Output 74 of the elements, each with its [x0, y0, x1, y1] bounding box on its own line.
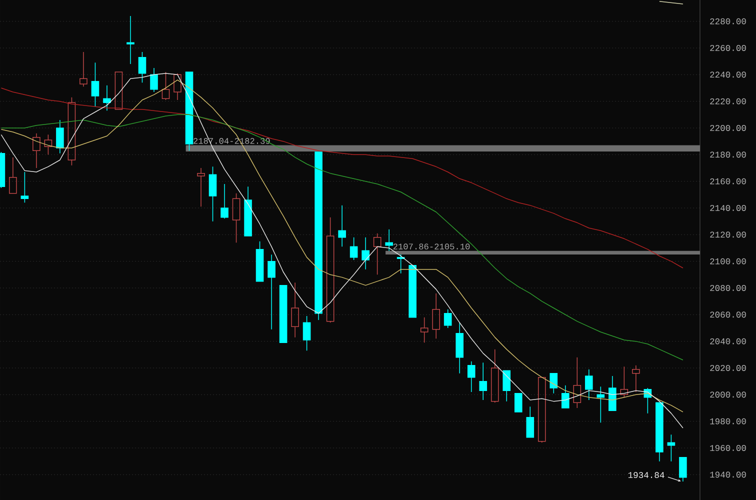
- candlestick: [608, 376, 616, 412]
- y-tick-label: 2140.00: [710, 205, 746, 211]
- candlestick: [573, 356, 582, 408]
- candlestick: [302, 316, 311, 352]
- candlestick: [80, 52, 88, 88]
- candlestick: [479, 362, 488, 400]
- candlestick: [314, 152, 322, 320]
- y-tick-label: 2080.00: [710, 285, 746, 291]
- candlestick: [456, 322, 464, 374]
- candlestick: [244, 186, 252, 236]
- y-tick-label: 2060.00: [710, 312, 746, 318]
- candlestick: [550, 372, 558, 394]
- candlestick: [362, 236, 370, 270]
- candlestick: [208, 166, 217, 222]
- annotation: 1934.84: [628, 472, 664, 478]
- candlestick: [408, 264, 416, 318]
- candlestick: [91, 62, 100, 108]
- candlestick: [526, 406, 534, 438]
- candlestick: [420, 316, 428, 344]
- candlestick: [585, 368, 593, 400]
- candlestick: [44, 134, 52, 156]
- candlestick: [138, 52, 146, 84]
- y-tick-label: 1980.00: [710, 418, 746, 424]
- candlestick: [68, 96, 76, 166]
- y-tick-label: 2280.00: [710, 18, 746, 24]
- y-tick-label: 2100.00: [710, 258, 746, 264]
- candlestick: [620, 366, 628, 398]
- candlestick: [32, 132, 40, 168]
- candlestick: [350, 236, 358, 260]
- candlestick: [562, 384, 570, 408]
- candlestick: [162, 72, 170, 100]
- candlestick: [632, 364, 640, 392]
- candlestick: [232, 192, 240, 244]
- candlestick: [197, 168, 205, 208]
- y-tick-label: 1940.00: [710, 472, 746, 478]
- band-label: 2107.86-2105.10: [393, 244, 470, 250]
- candlestick: [9, 156, 17, 194]
- candlestick: [20, 172, 29, 204]
- candlestick: [385, 228, 393, 252]
- candlestick: [538, 376, 546, 444]
- candlestick: [596, 386, 605, 424]
- candlestick: [467, 360, 476, 392]
- candlestick: [502, 370, 511, 402]
- candlestick: [432, 292, 440, 340]
- y-tick-label: 2160.00: [710, 178, 746, 184]
- candlestick: [56, 120, 64, 154]
- candlestick: [126, 16, 134, 64]
- y-tick-label: 2180.00: [710, 152, 746, 158]
- candlestick: [326, 216, 334, 324]
- candlestick: [490, 348, 499, 404]
- candlestick: [220, 184, 228, 220]
- candlestick: [514, 392, 522, 412]
- candlestick: [256, 240, 264, 282]
- candlestick: [114, 72, 123, 110]
- candlestick: [150, 68, 158, 92]
- candlestick: [338, 204, 346, 248]
- y-tick-label: 2240.00: [710, 72, 746, 78]
- candlestick: [279, 284, 288, 344]
- y-tick-label: 2120.00: [710, 232, 746, 238]
- y-tick-label: 2220.00: [710, 98, 746, 104]
- candlestick: [103, 84, 111, 112]
- candlestick: [667, 434, 676, 462]
- candlestick: [291, 282, 299, 338]
- y-tick-label: 2260.00: [710, 45, 746, 51]
- y-tick-label: 2020.00: [710, 365, 746, 371]
- candlestick: [656, 402, 664, 462]
- y-tick-label: 2200.00: [710, 125, 746, 131]
- y-tick-label: 2040.00: [710, 338, 746, 344]
- candlestick: [174, 72, 182, 100]
- candlestick: [373, 232, 382, 276]
- candlestick: [444, 308, 452, 328]
- candlestick: [268, 254, 276, 330]
- y-tick-label: 2000.00: [710, 392, 746, 398]
- y-tick-label: 1960.00: [710, 445, 746, 451]
